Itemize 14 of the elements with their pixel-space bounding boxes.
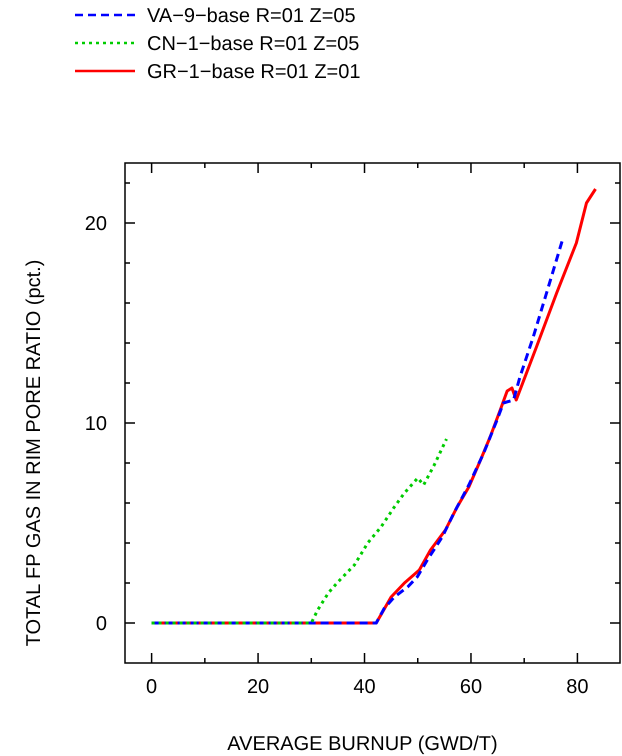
x-tick-label: 0 [146,676,158,698]
y-axis-title: TOTAL FP GAS IN RIM PORE RATIO (pct.) [23,260,45,646]
y-tick-label: 0 [96,613,107,635]
x-tick-label: 80 [566,676,589,698]
line-series [150,438,448,624]
y-tick-label: 20 [84,213,107,235]
y-tick-label: 10 [84,413,107,435]
x-tick-label: 20 [246,676,270,698]
x-tick-label: 60 [460,676,482,698]
x-axis-title: AVERAGE BURNUP (GWD/T) [227,733,498,755]
legend-label: GR−1−base R=01 Z=01 [147,61,360,83]
legend-label: VA−9−base R=01 Z=05 [147,5,356,27]
x-tick-label: 40 [353,676,376,698]
legend-label: CN−1−base R=01 Z=05 [147,33,360,55]
